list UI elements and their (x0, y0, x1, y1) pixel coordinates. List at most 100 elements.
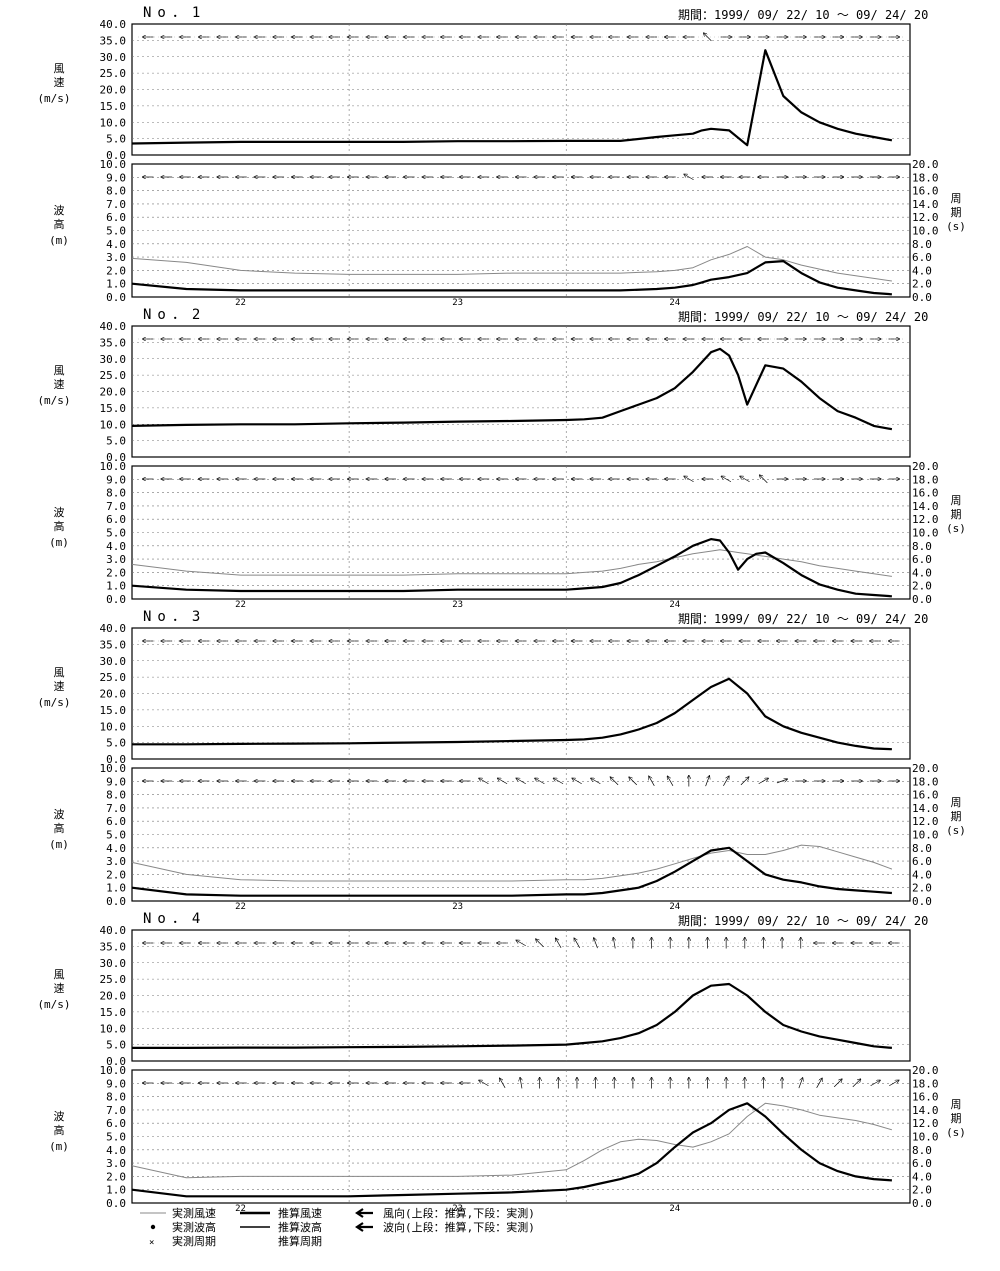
period-ytick-label: 14.0 (912, 1104, 939, 1117)
legend-measured-wave: 実測波高 (172, 1220, 216, 1234)
wave-ytick-label: 1.0 (106, 278, 126, 291)
wave-direction-arrow (816, 1078, 823, 1088)
wind-ytick-label: 30.0 (100, 957, 127, 970)
wave-ytick-label: 8.0 (106, 789, 126, 802)
wave-ytick-label: 4.0 (106, 238, 126, 251)
period-ytick-label: 16.0 (912, 1091, 939, 1104)
wave-axis-label: 波 (54, 1110, 65, 1123)
wave-ytick-label: 1.0 (106, 882, 126, 895)
wind-axis-label: 風 (54, 364, 65, 377)
wave-direction-arrow (740, 777, 749, 786)
day-label-22: 22 (235, 1204, 246, 1214)
period-ytick-label: 18.0 (912, 775, 939, 788)
period-ytick-label: 14.0 (912, 198, 939, 211)
wave-ytick-label: 4.0 (106, 1144, 126, 1157)
wind-ytick-label: 0.0 (106, 1055, 126, 1068)
period-label: 期間：1999/ 09/ 22/ 10 〜 09/ 24/ 20 (678, 8, 928, 22)
wind-ytick-label: 40.0 (100, 924, 127, 937)
period-axis-label: 期 (951, 508, 962, 521)
wind-series-line-1 (132, 982, 892, 1050)
day-label-24: 24 (669, 298, 680, 308)
wind-ytick-label: 5.0 (106, 737, 126, 750)
wave-ytick-label: 4.0 (106, 842, 126, 855)
station-panel-2: No．2 期間：1999/ 09/ 22/ 10 〜 09/ 24/ 20 0.0 5… (37, 307, 966, 610)
period-ytick-label: 10.0 (912, 527, 939, 540)
wave-direction-arrow (760, 475, 768, 484)
wind-ytick-label: 10.0 (100, 418, 127, 431)
wave-ytick-label: 5.0 (106, 527, 126, 540)
period-ytick-label: 10.0 (912, 829, 939, 842)
wave-axis-unit: (m) (49, 234, 69, 247)
period-ytick-label: 4.0 (912, 1170, 932, 1183)
wave-direction-arrow (833, 1079, 842, 1088)
period-ytick-label: 8.0 (912, 540, 932, 553)
wave-direction-arrow (649, 776, 655, 786)
wave-direction-arrow (852, 1079, 861, 1088)
period-ytick-label: 18.0 (912, 473, 939, 486)
period-ytick-label: 6.0 (912, 1157, 932, 1170)
period-ytick-label: 12.0 (912, 1117, 939, 1130)
day-label-24: 24 (669, 600, 680, 610)
wind-axis-unit: (m/s) (37, 998, 70, 1011)
wave-series-line-1 (131, 844, 893, 882)
wind-axis-label: 速 (54, 378, 65, 391)
wind-ytick-label: 35.0 (100, 638, 127, 651)
legend-wind-direction: 風向(上段：推算,下段：実測) (383, 1206, 535, 1220)
day-label-22: 22 (235, 600, 246, 610)
wave-direction-arrow (705, 776, 710, 787)
wave-direction-arrow (721, 476, 732, 483)
legend: 実測風速 実測波高 × 実測周期 推算風速 推算波高 推算周期 風向(上段：推算… (140, 1206, 535, 1248)
wave-series-line-2 (131, 1102, 892, 1198)
day-label-23: 23 (452, 600, 463, 610)
wave-axis-label: 波 (54, 506, 65, 519)
wind-axis-label: 速 (54, 76, 65, 89)
period-label: 期間：1999/ 09/ 22/ 10 〜 09/ 24/ 20 (678, 310, 928, 324)
wind-ytick-label: 35.0 (100, 336, 127, 349)
wave-ytick-label: 10.0 (100, 460, 127, 473)
period-axis-unit: (s) (946, 1126, 966, 1139)
period-ytick-label: 18.0 (912, 171, 939, 184)
legend-estimated-wind: 推算風速 (278, 1206, 322, 1220)
period-ytick-label: 14.0 (912, 500, 939, 513)
period-ytick-label: 0.0 (912, 895, 932, 908)
period-ytick-label: 6.0 (912, 855, 932, 868)
wave-direction-arrow (479, 778, 489, 785)
wind-ytick-label: 10.0 (100, 720, 127, 733)
wave-direction-arrow (520, 1078, 522, 1089)
wave-direction-arrow (889, 1080, 899, 1087)
wave-direction-arrow (684, 476, 694, 483)
wind-axis-label: 風 (54, 666, 65, 679)
wave-axis-label: 高 (54, 821, 65, 835)
legend-wave-direction: 波向(上段：推算,下段：実測) (383, 1220, 535, 1234)
period-ytick-label: 20.0 (912, 1064, 939, 1077)
wind-ytick-label: 40.0 (100, 18, 127, 31)
period-ytick-label: 8.0 (912, 842, 932, 855)
period-ytick-label: 2.0 (912, 580, 932, 593)
wave-ytick-label: 7.0 (106, 500, 126, 513)
wave-ytick-label: 2.0 (106, 264, 126, 277)
wind-axis-unit: (m/s) (37, 394, 70, 407)
period-ytick-label: 0.0 (912, 593, 932, 606)
wave-ytick-label: 2.0 (106, 566, 126, 579)
wind-ytick-label: 30.0 (100, 655, 127, 668)
wind-ytick-label: 30.0 (100, 51, 127, 64)
period-axis-unit: (s) (946, 824, 966, 837)
wind-axis-label: 速 (54, 982, 65, 995)
period-ytick-label: 16.0 (912, 487, 939, 500)
wave-ytick-label: 5.0 (106, 1131, 126, 1144)
wave-ytick-label: 2.0 (106, 1170, 126, 1183)
wave-direction-arrow (516, 778, 526, 785)
period-ytick-label: 0.0 (912, 291, 932, 304)
period-ytick-label: 2.0 (912, 1184, 932, 1197)
period-ytick-label: 6.0 (912, 251, 932, 264)
period-axis-unit: (s) (946, 220, 966, 233)
wind-ytick-label: 25.0 (100, 671, 127, 684)
wind-ytick-label: 0.0 (106, 149, 126, 162)
wind-ytick-label: 40.0 (100, 320, 127, 333)
station-label: No．2 (143, 307, 206, 323)
wind-direction-arrow (594, 938, 598, 949)
wind-ytick-label: 20.0 (100, 990, 127, 1003)
wave-direction-arrow (479, 1080, 489, 1087)
station-label: No．1 (143, 5, 206, 21)
period-ytick-label: 16.0 (912, 789, 939, 802)
